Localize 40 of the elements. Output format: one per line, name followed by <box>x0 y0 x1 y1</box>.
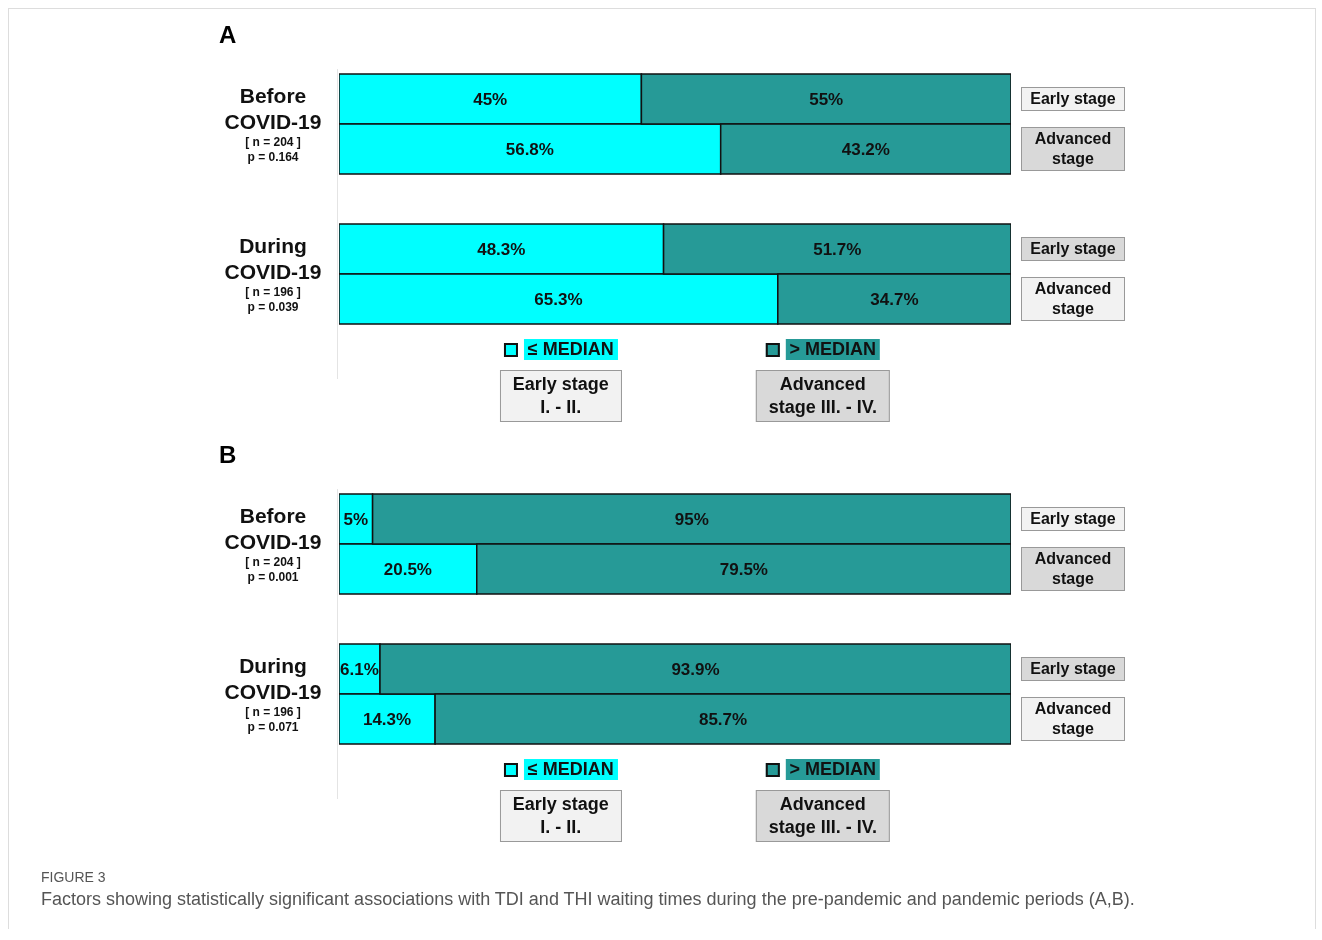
annotation: Advanced stage III. - IV. <box>755 790 891 842</box>
data-label: 45% <box>473 89 508 109</box>
legend-label: > MEDIAN <box>785 339 881 360</box>
data-label: 95% <box>674 509 709 529</box>
data-label: 5% <box>343 509 369 529</box>
data-label: 34.7% <box>870 289 919 309</box>
annotation: Advanced stage III. - IV. <box>755 370 891 422</box>
text: Before COVID-19 [ n = 204 ] p = 0.001 <box>223 503 323 585</box>
data-label: 79.5% <box>719 559 768 579</box>
text: Before COVID-19 [ n = 204 ] p = 0.164 <box>223 83 323 165</box>
y-tick-label: Early stage <box>1021 657 1125 681</box>
data-label: 85.7% <box>698 709 748 729</box>
legend-label: > MEDIAN <box>785 759 881 780</box>
text: During COVID-19 [ n = 196 ] p = 0.039 <box>223 233 323 315</box>
y-tick-label: Advanced stage <box>1021 697 1125 741</box>
data-label: 14.3% <box>362 709 412 729</box>
caption: FIGURE 3 <box>41 869 106 885</box>
y-tick-label: Early stage <box>1021 87 1125 111</box>
data-label: 51.7% <box>813 239 862 259</box>
y-tick-label: Advanced stage <box>1021 277 1125 321</box>
text: During COVID-19 [ n = 196 ] p = 0.071 <box>223 653 323 735</box>
data-label: 48.3% <box>477 239 526 259</box>
data-label: 56.8% <box>505 139 554 159</box>
data-label: 6.1% <box>340 659 379 679</box>
data-label: 55% <box>809 89 844 109</box>
legend-label: ≤ MEDIAN <box>523 339 618 360</box>
y-tick-label: Advanced stage <box>1021 127 1125 171</box>
legend-label: ≤ MEDIAN <box>523 759 618 780</box>
annotation: Early stage I. - II. <box>499 790 622 842</box>
y-tick-label: Advanced stage <box>1021 547 1125 591</box>
data-label: 65.3% <box>534 289 583 309</box>
annotation: Early stage I. - II. <box>499 370 622 422</box>
y-tick-label: Early stage <box>1021 237 1125 261</box>
chart-title: A <box>219 21 237 49</box>
y-tick-label: Early stage <box>1021 507 1125 531</box>
chart-title: B <box>219 441 237 469</box>
data-label: 93.9% <box>671 659 720 679</box>
data-label: 20.5% <box>383 559 432 579</box>
data-label: 43.2% <box>841 139 890 159</box>
text: Factors showing statistically significant associations with TDI and THI waiting times during the pre-pandemic and pandemic periods (A,B). <box>41 889 1135 910</box>
